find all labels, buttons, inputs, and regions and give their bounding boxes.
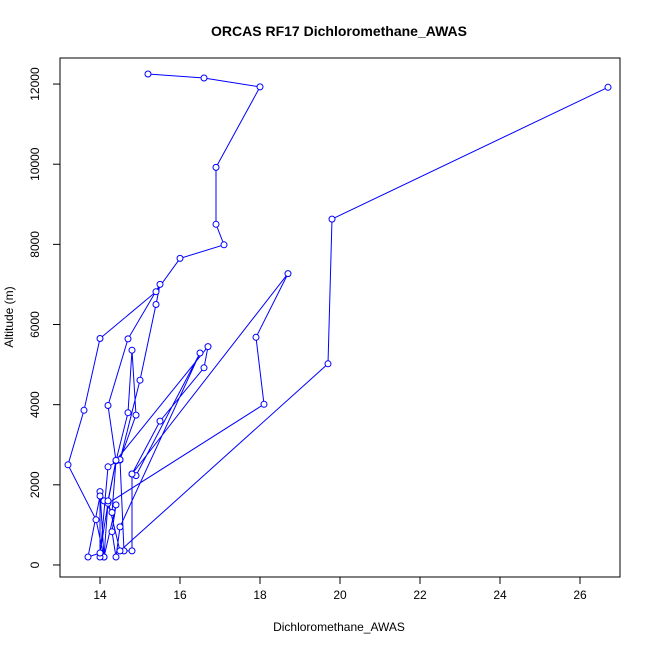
data-point: [200, 364, 208, 372]
series-line: [67, 73, 609, 558]
data-point: [96, 335, 104, 342]
data-point: [200, 74, 208, 82]
data-point: [156, 417, 164, 425]
data-point: [256, 83, 264, 91]
data-point: [96, 549, 104, 557]
data-point: [156, 280, 164, 288]
data-point: [260, 400, 268, 408]
data-point: [104, 497, 112, 505]
data-point: [128, 470, 136, 478]
data-point: [104, 463, 112, 471]
chart-title: ORCAS RF17 Dichloromethane_AWAS: [211, 23, 467, 39]
x-tick-label: 22: [413, 588, 427, 602]
x-axis-label: Dichloromethane_AWAS: [273, 620, 405, 634]
data-point: [84, 553, 92, 561]
data-point: [112, 501, 120, 509]
y-axis-label: Altitude (m): [2, 286, 16, 347]
data-point: [92, 516, 100, 524]
plot-frame: [59, 57, 621, 578]
y-tick-label: 2000: [28, 471, 42, 498]
x-tick-label: 26: [573, 588, 587, 602]
data-point: [204, 343, 212, 351]
data-point: [112, 456, 120, 464]
data-point: [104, 402, 112, 409]
data-point: [128, 346, 136, 354]
data-point: [80, 406, 88, 414]
data-point: [64, 461, 72, 469]
data-point: [112, 553, 120, 561]
data-point: [144, 70, 152, 78]
y-axis: 0 2000 4000 6000 8000 10000 12000: [28, 67, 61, 568]
data-point: [132, 411, 140, 419]
data-point: [152, 288, 160, 296]
data-point: [176, 254, 184, 262]
y-tick-label: 0: [28, 561, 42, 568]
data-point: [96, 492, 104, 500]
x-tick-label: 20: [333, 588, 347, 602]
data-point: [108, 528, 116, 536]
data-point: [152, 301, 160, 308]
data-point: [124, 409, 132, 417]
data-point: [604, 83, 612, 91]
data-point: [116, 523, 124, 531]
data-point: [116, 547, 124, 555]
data-point: [324, 360, 332, 368]
data-point: [128, 547, 136, 555]
y-tick-label: 6000: [28, 311, 42, 338]
data-point: [108, 509, 116, 516]
data-point: [252, 333, 260, 341]
x-tick-label: 24: [493, 588, 507, 602]
x-axis: 14 16 18 20 22 24 26: [93, 576, 587, 602]
x-tick-label: 16: [173, 588, 187, 602]
y-tick-label: 12000: [28, 67, 42, 101]
data-point: [328, 215, 336, 223]
data-point: [220, 241, 228, 249]
x-tick-label: 14: [93, 588, 107, 602]
data-point: [284, 270, 292, 278]
y-tick-label: 8000: [28, 231, 42, 258]
data-point: [196, 349, 204, 357]
data-point: [212, 220, 220, 228]
data-point: [124, 335, 132, 343]
data-point: [212, 163, 220, 171]
y-tick-label: 10000: [28, 147, 42, 181]
y-tick-label: 4000: [28, 391, 42, 418]
x-tick-label: 18: [253, 588, 267, 602]
data-point: [136, 376, 144, 384]
series-line-path: [67, 73, 609, 558]
series-points: [64, 70, 612, 561]
